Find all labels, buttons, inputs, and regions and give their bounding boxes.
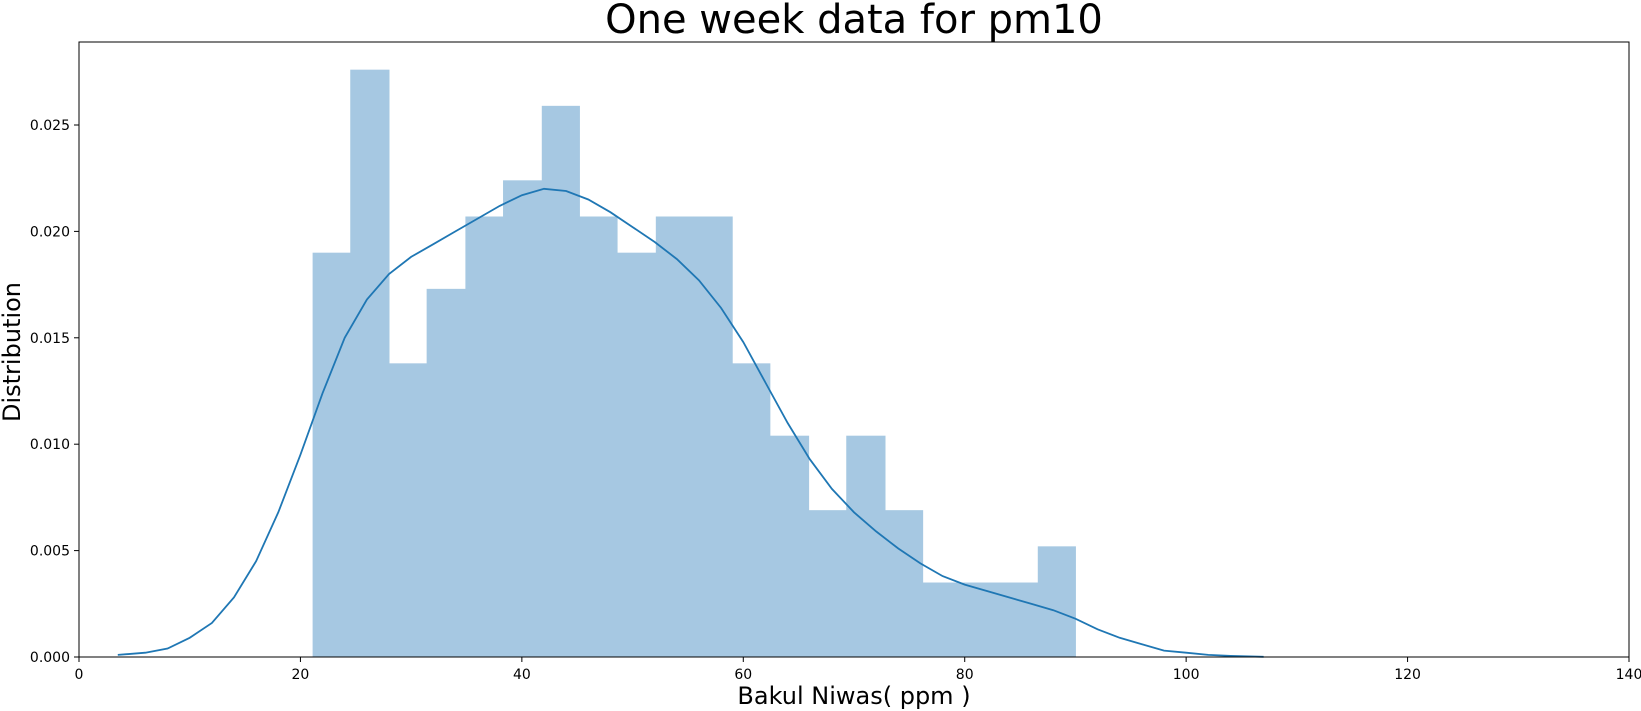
histogram-bar-14: [808, 510, 847, 657]
histogram-bar-10: [655, 216, 694, 657]
histogram-bar-5: [465, 216, 504, 657]
plot-frame: [78, 41, 1630, 658]
histogram-bar-19: [999, 582, 1039, 657]
histogram-bar-15: [846, 435, 886, 657]
histogram-bar-8: [579, 216, 618, 657]
histogram-bar-13: [769, 435, 810, 657]
y-tick-label: 0.025: [30, 118, 70, 134]
y-tick-label: 0.015: [30, 331, 70, 347]
chart-title: One week data for pm10: [605, 0, 1103, 43]
histogram-bar-3: [389, 363, 428, 657]
histogram-bar-4: [426, 288, 466, 657]
x-tick-label: 60: [734, 667, 752, 683]
histogram-bar-7: [541, 105, 580, 658]
histogram-bars: [312, 69, 1076, 658]
histogram-bar-20: [1037, 546, 1076, 657]
histogram-bar-16: [885, 510, 924, 657]
y-tick-label: 0.005: [30, 544, 70, 560]
histogram-bar-9: [617, 252, 657, 657]
histogram-bar-17: [922, 582, 962, 657]
x-tick-label: 120: [1394, 667, 1421, 683]
histogram-bar-12: [732, 363, 771, 657]
histogram-bar-11: [693, 216, 733, 657]
x-axis-ticks: 0 20 40 60 80 100 120 140: [75, 657, 1641, 683]
x-tick-label: 40: [513, 667, 531, 683]
y-tick-label: 0.000: [30, 650, 70, 666]
histogram-bar-6: [503, 180, 543, 658]
y-tick-label: 0.010: [30, 437, 70, 453]
histogram-bar-2: [350, 69, 390, 657]
histogram-bar-1: [312, 252, 351, 657]
x-tick-label: 100: [1173, 667, 1200, 683]
histogram-bar-18: [961, 582, 1000, 657]
y-tick-label: 0.020: [30, 224, 70, 240]
x-tick-label: 20: [292, 667, 310, 683]
kde-line: [117, 187, 1264, 658]
x-axis-label: Bakul Niwas( ppm ): [737, 682, 970, 710]
y-axis-label: Distribution: [0, 282, 26, 422]
x-tick-label: 0: [75, 667, 84, 683]
x-tick-label: 80: [956, 667, 974, 683]
x-tick-label: 140: [1616, 667, 1641, 683]
y-axis-ticks: 0.000 0.005 0.010 0.015 0.020 0.025: [30, 118, 79, 666]
